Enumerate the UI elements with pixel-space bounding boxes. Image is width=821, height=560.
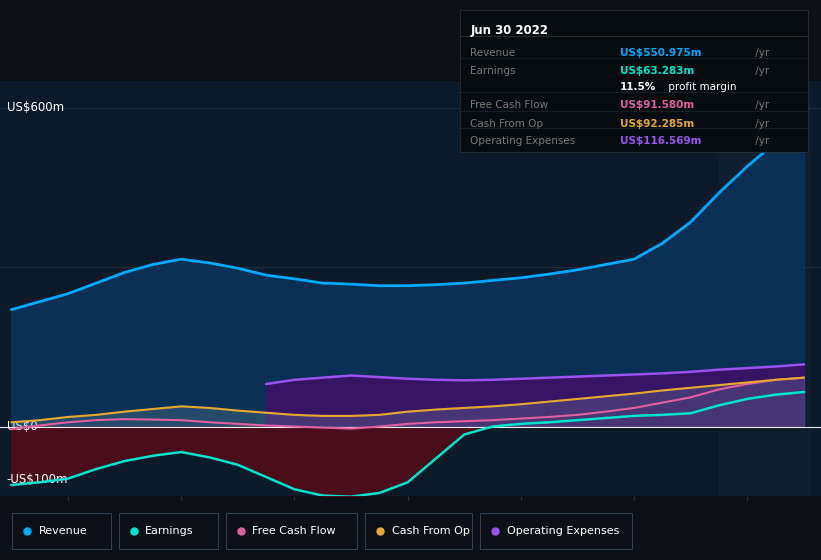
Text: Operating Expenses: Operating Expenses <box>507 526 619 535</box>
Text: US$600m: US$600m <box>7 101 64 114</box>
Text: Earnings: Earnings <box>470 66 516 76</box>
Text: US$116.569m: US$116.569m <box>620 136 702 146</box>
Text: US$550.975m: US$550.975m <box>620 48 702 58</box>
Text: Earnings: Earnings <box>145 526 194 535</box>
Text: /yr: /yr <box>752 119 769 129</box>
Text: Cash From Op: Cash From Op <box>470 119 544 129</box>
Text: Cash From Op: Cash From Op <box>392 526 470 535</box>
Text: /yr: /yr <box>752 66 769 76</box>
Text: US$91.580m: US$91.580m <box>620 100 695 110</box>
Bar <box>719 81 810 496</box>
Text: Free Cash Flow: Free Cash Flow <box>470 100 548 110</box>
Text: /yr: /yr <box>752 100 769 110</box>
Text: 11.5%: 11.5% <box>620 82 656 92</box>
Text: US$0: US$0 <box>7 420 37 433</box>
Text: Free Cash Flow: Free Cash Flow <box>252 526 336 535</box>
Text: US$92.285m: US$92.285m <box>620 119 695 129</box>
Text: Revenue: Revenue <box>470 48 516 58</box>
Text: US$63.283m: US$63.283m <box>620 66 695 76</box>
Text: Operating Expenses: Operating Expenses <box>470 136 576 146</box>
Text: profit margin: profit margin <box>665 82 736 92</box>
Text: Jun 30 2022: Jun 30 2022 <box>470 24 548 37</box>
Text: -US$100m: -US$100m <box>7 473 68 486</box>
Text: Revenue: Revenue <box>39 526 87 535</box>
Text: /yr: /yr <box>752 48 769 58</box>
Text: /yr: /yr <box>752 136 769 146</box>
